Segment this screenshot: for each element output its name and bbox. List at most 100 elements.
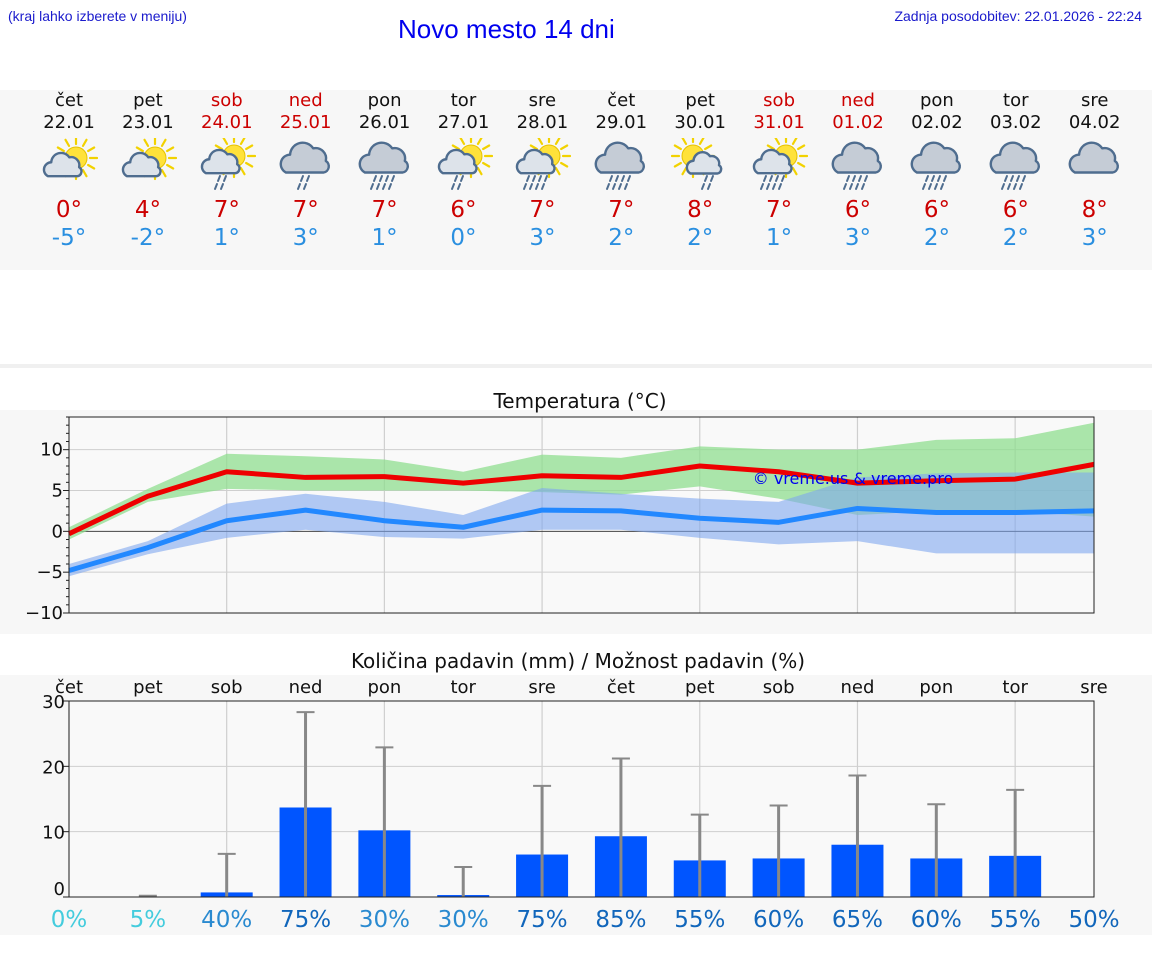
y-tick-label: 20: [42, 757, 65, 778]
temp-min: -5°: [51, 225, 87, 251]
temp-max: 4°: [134, 197, 161, 223]
day-date: 22.01: [43, 112, 95, 133]
day-date: 02.02: [911, 112, 963, 133]
sun-cloud-rain-icon: [671, 138, 723, 190]
plot-frame: [68, 700, 1095, 898]
day-date: 30.01: [674, 112, 726, 133]
x-category-label: čet: [55, 677, 83, 698]
cloud-heavy-rain-icon: [594, 141, 646, 190]
x-category-label: sob: [763, 677, 795, 698]
day-column: ned 01.02 6° 3°: [818, 88, 898, 252]
temp-max: 6°: [450, 197, 477, 223]
plot-frame: [68, 416, 1095, 614]
x-category-label: pet: [685, 677, 715, 698]
sun-heavy-rain-icon: [752, 138, 809, 190]
x-category-label: pon: [367, 677, 401, 698]
precip-probability: 30%: [359, 907, 410, 933]
sun-heavy-rain-icon: [516, 138, 572, 190]
y-tick-label: 10: [42, 823, 65, 844]
x-category-label: pon: [919, 677, 953, 698]
precip-probability: 65%: [832, 907, 883, 933]
temp-max: 7°: [608, 197, 635, 223]
forecast-strip-background: [0, 90, 1152, 270]
page-title: Novo mesto 14 dni: [398, 14, 615, 44]
temp-max: 7°: [766, 197, 793, 223]
temp-max: 7°: [213, 197, 240, 223]
y-tick-label: −10: [25, 603, 63, 624]
day-name: sre: [528, 90, 557, 111]
series-min-line: [68, 505, 1095, 573]
precip-probability: 50%: [1068, 907, 1119, 933]
temp-min: 1°: [766, 225, 793, 251]
temp-max: 6°: [1002, 197, 1029, 223]
x-category-label: tor: [1002, 677, 1028, 698]
day-date: 25.01: [279, 112, 332, 133]
y-tick-label: −5: [36, 562, 63, 583]
day-date: 31.01: [753, 112, 805, 133]
day-column: tor 03.02 6° 2°: [976, 88, 1056, 252]
day-column: sob 24.01 7° 1°: [187, 88, 267, 252]
region-hint[interactable]: (kraj lahko izberete v meniju): [8, 8, 187, 24]
last-update: Zadnja posodobitev: 22.01.2026 - 22:24: [894, 8, 1142, 24]
temp-min: 2°: [687, 225, 714, 251]
temp-max: 6°: [844, 197, 872, 223]
temp-min: -2°: [130, 225, 166, 251]
temp-min: 2°: [923, 225, 950, 251]
precip-probability: 30%: [438, 907, 489, 933]
cloud-heavy-rain-icon: [831, 141, 882, 190]
chart-title: Količina padavin (mm) / Možnost padavin …: [351, 649, 805, 673]
day-name: tor: [450, 90, 477, 111]
temp-min: 1°: [213, 225, 240, 251]
precip-probability: 55%: [990, 907, 1041, 933]
temp-min: 2°: [608, 225, 635, 251]
precip-probability: 40%: [201, 907, 252, 933]
temp-max: 7°: [292, 197, 319, 223]
temperature-chart: Temperatura (°C) −10 −5 0 5 10 © vreme.us & vr…: [25, 389, 1095, 624]
temp-min: 3°: [1081, 225, 1108, 251]
precip-probability: 55%: [674, 907, 725, 933]
x-category-label: sre: [1080, 677, 1107, 698]
day-date: 03.02: [990, 112, 1042, 133]
cloud-heavy-rain-icon: [358, 141, 409, 190]
precip-probability: 75%: [280, 907, 331, 933]
precip-probability: 0%: [51, 907, 88, 933]
day-name: tor: [1003, 90, 1029, 111]
day-column: tor 27.01 6° 0°: [424, 88, 504, 252]
y-tick-label: 30: [42, 692, 65, 713]
day-name: sob: [210, 90, 243, 111]
y-tick-label: 5: [52, 481, 63, 502]
day-column: čet 29.01 7° 2°: [581, 88, 661, 252]
day-name: sob: [763, 90, 795, 111]
y-tick-label: 0: [52, 521, 63, 542]
temp-min: 3°: [292, 225, 319, 251]
daily-forecast: čet 22.01 0° -5° pet 23.01 4° -2° sob 24.01 7° 1° ne…: [0, 88, 1152, 268]
x-category-label: sre: [528, 677, 555, 698]
day-date: 04.02: [1068, 112, 1121, 133]
day-date: 01.02: [832, 112, 884, 133]
day-name: ned: [288, 90, 323, 111]
sun-cloud-icon: [42, 138, 98, 181]
precip-probability: 5%: [130, 907, 167, 933]
day-column: ned 25.01 7° 3°: [266, 88, 346, 252]
temp-max: 8°: [1081, 197, 1108, 223]
day-name: pon: [367, 90, 402, 111]
day-date: 29.01: [595, 112, 648, 133]
x-category-label: čet: [607, 677, 635, 698]
day-column: pet 23.01 4° -2°: [108, 88, 188, 252]
x-category-label: pet: [133, 677, 163, 698]
x-category-label: tor: [450, 677, 476, 698]
temp-max: 8°: [687, 197, 714, 223]
cloud-heavy-rain-icon: [989, 141, 1040, 190]
precipitation-chart: Količina padavin (mm) / Možnost padavin …: [42, 649, 1119, 933]
day-column: pet 30.01 8° 2°: [660, 88, 740, 252]
temp-min: 0°: [450, 225, 477, 251]
cloud-heavy-rain-icon: [910, 141, 961, 190]
series-max-line: [67, 461, 1095, 537]
temp-max: 7°: [371, 197, 398, 223]
day-name: čet: [607, 90, 636, 111]
series-min-band: [69, 472, 1094, 577]
day-date: 26.01: [358, 112, 411, 133]
temp-max: 7°: [529, 197, 556, 223]
x-category-label: ned: [289, 677, 323, 698]
day-name: ned: [841, 90, 875, 111]
